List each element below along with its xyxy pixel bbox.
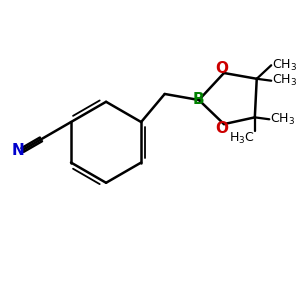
- Text: B: B: [193, 92, 205, 107]
- Text: CH$_3$: CH$_3$: [272, 73, 297, 88]
- Text: CH$_3$: CH$_3$: [272, 58, 297, 73]
- Text: N: N: [11, 143, 24, 158]
- Text: O: O: [215, 61, 229, 76]
- Text: H$_3$C: H$_3$C: [229, 131, 254, 146]
- Text: O: O: [215, 122, 229, 136]
- Text: CH$_3$: CH$_3$: [270, 112, 296, 127]
